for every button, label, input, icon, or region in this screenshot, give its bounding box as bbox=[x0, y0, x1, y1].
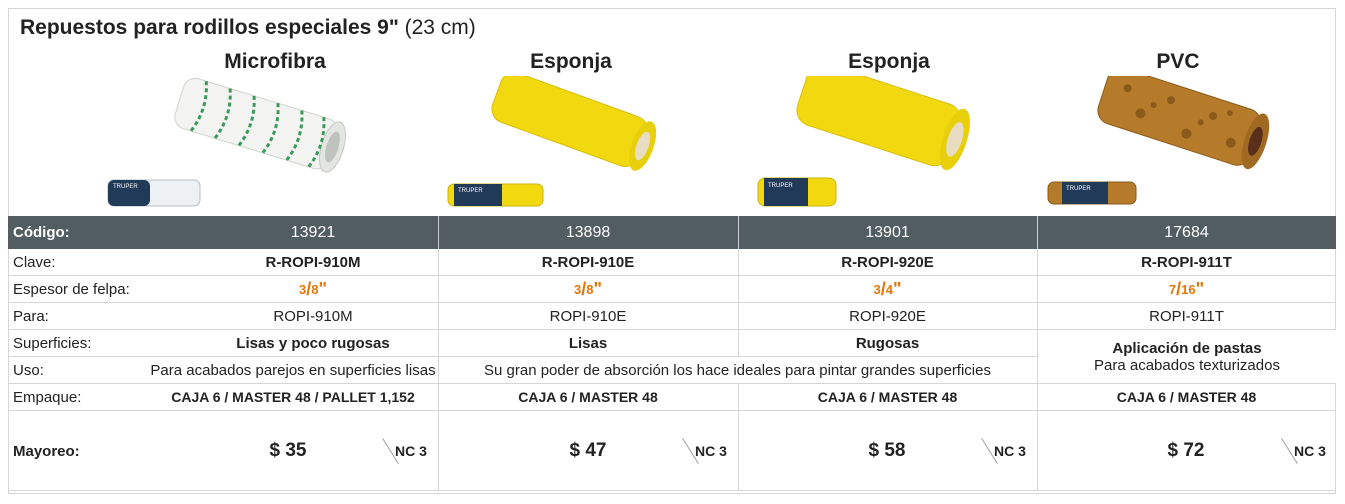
para-910m: ROPI-910M bbox=[273, 307, 353, 325]
para-910e: ROPI-910E bbox=[549, 307, 627, 325]
codigo-13898: 13898 bbox=[565, 223, 611, 241]
catalog-frame bbox=[8, 8, 1336, 494]
espesor-911t: 7/16 " bbox=[1168, 278, 1205, 299]
codigo-13921: 13921 bbox=[290, 223, 336, 241]
empaque-920e: CAJA 6 / MASTER 48 bbox=[817, 389, 958, 405]
price-911t: $ 72 bbox=[1167, 440, 1205, 461]
codigo-17684: 17684 bbox=[1164, 223, 1209, 241]
product-name-microfibra: Microfibra bbox=[224, 50, 326, 73]
page-title: Repuestos para rodillos especiales 9" (2… bbox=[20, 16, 476, 39]
uso-row: Uso: Para acabados parejos en superficie… bbox=[8, 357, 1336, 384]
superficies-row: Superficies: Lisas y poco rugosas Lisas … bbox=[8, 330, 1336, 357]
empaque-label: Empaque: bbox=[13, 388, 82, 406]
clave-920e: R-ROPI-920E bbox=[841, 253, 934, 271]
para-label: Para: bbox=[13, 307, 49, 325]
sponge-roller-icon: TRUPER bbox=[447, 76, 657, 207]
clave-910e: R-ROPI-910E bbox=[541, 253, 635, 271]
product-name-pvc: PVC bbox=[1156, 50, 1200, 73]
empaque-row: Empaque: CAJA 6 / MASTER 48 / PALLET 1,1… bbox=[8, 384, 1336, 411]
superficies-910m: Lisas y poco rugosas bbox=[236, 334, 390, 352]
empaque-911t: CAJA 6 / MASTER 48 bbox=[1116, 389, 1257, 405]
espesor-row: Espesor de felpa: 3/8 " 3/8 " 3/4 " 7/16 " bbox=[8, 276, 1336, 303]
nc-920e: NC 3 bbox=[994, 443, 1026, 459]
aplicacion-text: Para acabados texturizados bbox=[1094, 356, 1280, 374]
sponge-roller-large-icon: TRUPER bbox=[757, 76, 970, 207]
mayoreo-row: Mayoreo: $ 35 NC 3 $ 47 NC 3 $ 58 NC 3 $… bbox=[8, 411, 1336, 491]
empaque-910e: CAJA 6 / MASTER 48 bbox=[518, 389, 658, 405]
nc-910m: NC 3 bbox=[395, 443, 427, 459]
svg-text:TRUPER: TRUPER bbox=[458, 188, 483, 194]
nc-911t: NC 3 bbox=[1294, 443, 1326, 459]
espesor-920e: 3/4 " bbox=[873, 278, 902, 299]
svg-text:TRUPER: TRUPER bbox=[113, 184, 138, 190]
clave-911t: R-ROPI-911T bbox=[1141, 253, 1232, 271]
uso-esponja: Su gran poder de absorción los hace idea… bbox=[484, 361, 991, 379]
clave-label: Clave: bbox=[13, 253, 56, 271]
para-920e: ROPI-920E bbox=[849, 307, 926, 325]
superficies-920e: Rugosas bbox=[855, 334, 920, 352]
superficies-label: Superficies: bbox=[13, 334, 92, 352]
pvc-roller-icon: TRUPER bbox=[1047, 76, 1270, 205]
clave-row: Clave: R-ROPI-910M R-ROPI-910E R-ROPI-92… bbox=[8, 249, 1336, 276]
superficies-910e: Lisas bbox=[568, 334, 608, 352]
product-name-esponja-910: Esponja bbox=[530, 50, 612, 73]
clave-910m: R-ROPI-910M bbox=[265, 253, 361, 271]
codigo-label: Código: bbox=[13, 224, 70, 241]
para-row: Para: ROPI-910M ROPI-910E ROPI-920E ROPI… bbox=[8, 303, 1336, 330]
microfiber-roller-icon: TRUPER bbox=[107, 77, 346, 207]
empaque-910m: CAJA 6 / MASTER 48 / PALLET 1,152 bbox=[171, 389, 415, 405]
espesor-label: Espesor de felpa: bbox=[13, 280, 130, 298]
aplicacion-cell: Aplicación de pastas Para acabados textu… bbox=[1038, 330, 1336, 383]
svg-text:TRUPER: TRUPER bbox=[1066, 186, 1091, 192]
price-910m: $ 35 bbox=[269, 440, 307, 461]
codigo-13901: 13901 bbox=[865, 223, 910, 241]
codigo-row: Código: 13921 13898 13901 17684 bbox=[8, 216, 1336, 249]
uso-910m: Para acabados parejos en superficies lis… bbox=[150, 361, 436, 379]
price-920e: $ 58 bbox=[868, 440, 906, 461]
espesor-910m: 3/8 " bbox=[298, 278, 328, 299]
nc-910e: NC 3 bbox=[695, 443, 727, 459]
mayoreo-label: Mayoreo: bbox=[13, 442, 80, 460]
para-911t: ROPI-911T bbox=[1149, 307, 1224, 325]
svg-text:TRUPER: TRUPER bbox=[768, 183, 793, 189]
aplicacion-title: Aplicación de pastas bbox=[1112, 339, 1262, 357]
uso-label: Uso: bbox=[13, 361, 44, 379]
espesor-910e: 3/8 " bbox=[573, 278, 603, 299]
price-910e: $ 47 bbox=[569, 440, 607, 461]
product-name-esponja-920: Esponja bbox=[848, 50, 930, 73]
